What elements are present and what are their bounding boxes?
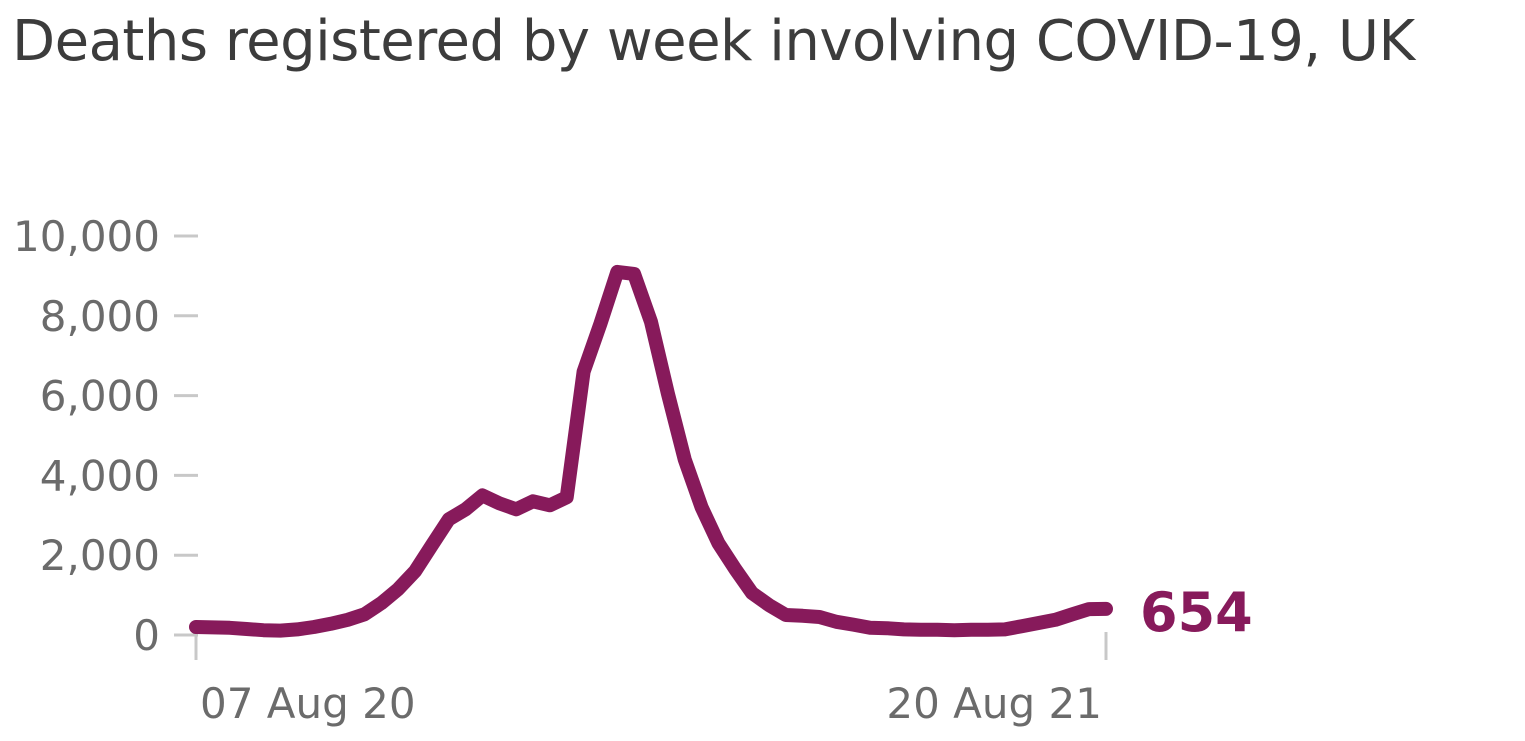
series-line [189, 264, 1113, 638]
y-tick-label: 8,000 [40, 292, 160, 341]
series-layer: 654 [189, 264, 1253, 644]
y-tick-label: 2,000 [40, 531, 160, 580]
y-tick-label: 10,000 [13, 212, 160, 261]
y-tick-label: 6,000 [40, 372, 160, 421]
x-tick-label: 07 Aug 20 [200, 679, 416, 728]
end-value-label: 654 [1140, 581, 1253, 644]
y-tick-label: 0 [133, 611, 160, 660]
y-tick-label: 4,000 [40, 451, 160, 500]
y-axis: 0 2,000 4,000 6,000 8,000 10,000 [13, 212, 198, 660]
x-tick-label: 20 Aug 21 [886, 679, 1102, 728]
x-axis: 07 Aug 20 20 Aug 21 [194, 632, 1108, 728]
chart-title: Deaths registered by week involving COVI… [12, 9, 1415, 74]
